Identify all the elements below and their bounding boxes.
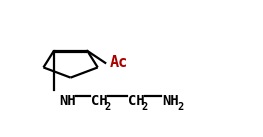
Text: 2: 2 xyxy=(105,102,111,112)
Text: NH: NH xyxy=(162,94,179,108)
Text: 2: 2 xyxy=(141,102,148,112)
Text: 2: 2 xyxy=(177,102,183,112)
Text: CH: CH xyxy=(128,94,144,108)
Text: CH: CH xyxy=(91,94,108,108)
Text: Ac: Ac xyxy=(109,55,128,70)
Text: NH: NH xyxy=(59,94,76,108)
